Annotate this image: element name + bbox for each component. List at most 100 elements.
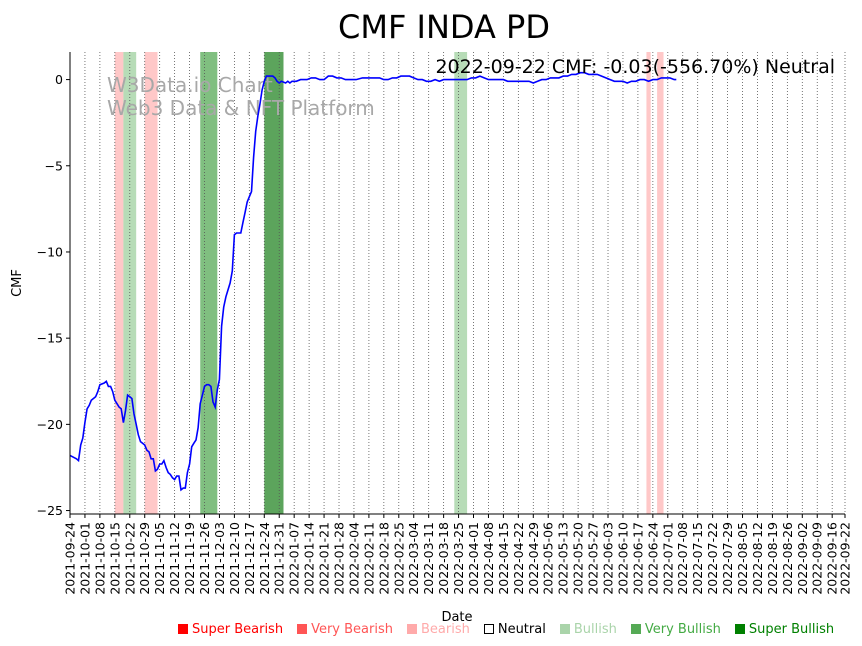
- legend-item-bearish: Bearish: [406, 621, 470, 637]
- x-tick-label-13: 2021-12-24: [257, 522, 272, 595]
- x-axis-ticks: 2021-09-24 2021-10-01 2021-10-08 2021-10-15…: [63, 514, 853, 595]
- watermark-line-1: W3Data.io Chart: [107, 73, 273, 97]
- x-tick-label-32: 2022-05-06: [541, 522, 556, 595]
- x-tick-label-19: 2022-02-04: [346, 522, 361, 595]
- legend-item-very-bearish: Very Bearish: [297, 622, 393, 637]
- x-tick-label-36: 2022-06-03: [601, 522, 616, 595]
- x-tick-label-39: 2022-06-24: [645, 522, 660, 595]
- x-tick-label-34: 2022-05-20: [571, 522, 586, 595]
- x-tick-label-33: 2022-05-13: [556, 522, 571, 595]
- band-very-bullish-3: [200, 52, 218, 514]
- x-tick-label-16: 2022-01-14: [302, 522, 317, 595]
- x-tick-label-5: 2021-10-29: [137, 522, 152, 595]
- y-tick-label-1: −5: [45, 158, 63, 173]
- x-tick-label-30: 2022-04-22: [511, 522, 526, 595]
- legend-swatch-icon: [630, 624, 641, 634]
- cmf-series-line: [69, 71, 677, 492]
- y-tick-label-3: −15: [37, 331, 63, 346]
- legend-label: Super Bearish: [192, 621, 284, 637]
- x-tick-label-27: 2022-04-01: [466, 522, 481, 595]
- x-tick-label-46: 2022-08-12: [750, 522, 765, 595]
- x-tick-label-0: 2021-09-24: [63, 522, 78, 595]
- x-tick-label-37: 2022-06-10: [615, 522, 630, 595]
- x-tick-label-41: 2022-07-08: [675, 522, 690, 595]
- legend-swatch-icon: [297, 624, 308, 634]
- legend-swatch-icon: [178, 624, 188, 634]
- x-tick-label-38: 2022-06-17: [630, 522, 645, 595]
- y-tick-label-0: 0: [55, 72, 63, 87]
- y-tick-label-5: −25: [37, 503, 63, 518]
- band-super-bullish-4: [264, 52, 284, 514]
- x-tick-label-28: 2022-04-08: [481, 522, 496, 595]
- x-tick-label-26: 2022-03-25: [451, 522, 466, 595]
- x-tick-label-22: 2022-02-25: [391, 522, 406, 595]
- band-bullish-5: [454, 52, 468, 514]
- x-tick-label-40: 2022-07-01: [660, 522, 675, 595]
- legend-label: Very Bearish: [311, 621, 393, 637]
- legend-label: Very Bullish: [644, 621, 721, 637]
- legend-swatch-icon: [734, 624, 745, 634]
- y-axis-label: CMF: [10, 269, 25, 297]
- x-tick-label-4: 2021-10-22: [122, 522, 137, 595]
- x-tick-label-47: 2022-08-19: [765, 522, 780, 595]
- x-tick-label-15: 2022-01-07: [287, 522, 302, 595]
- x-tick-label-12: 2021-12-17: [242, 522, 257, 595]
- x-tick-label-44: 2022-07-29: [720, 522, 735, 595]
- x-axis-label: Date: [441, 610, 472, 625]
- sentiment-legend: Super Bearish Very Bearish Bearish Neutral B…: [178, 620, 848, 638]
- y-tick-label-4: −20: [37, 417, 63, 432]
- x-tick-label-51: 2022-09-16: [825, 522, 840, 595]
- band-bearish-2: [144, 52, 158, 514]
- legend-item-neutral: Neutral: [483, 621, 546, 637]
- band-bearish-7: [657, 52, 664, 514]
- legend-swatch-icon: [559, 624, 570, 634]
- legend-label: Bearish: [420, 621, 470, 637]
- x-tick-label-49: 2022-09-02: [795, 522, 810, 595]
- x-tick-label-10: 2021-12-03: [212, 522, 227, 595]
- x-tick-label-25: 2022-03-18: [436, 522, 451, 595]
- x-tick-label-35: 2022-05-27: [586, 522, 601, 595]
- x-tick-label-31: 2022-04-29: [526, 522, 541, 595]
- y-axis-ticks: 0 −5 −10 −15 −20 −25: [37, 72, 70, 518]
- legend-item-bullish: Bullish: [559, 621, 617, 637]
- x-tick-label-43: 2022-07-22: [705, 522, 720, 595]
- x-tick-label-2: 2021-10-08: [92, 522, 107, 595]
- legend-item-very-bullish: Very Bullish: [630, 621, 721, 637]
- x-tick-label-7: 2021-11-12: [167, 522, 182, 595]
- x-tick-label-8: 2021-11-19: [182, 522, 197, 595]
- chart-annotation: 2022-09-22 CMF: -0.03(-556.70%) Neutral: [435, 56, 835, 78]
- legend-item-super-bullish: Super Bullish: [734, 621, 835, 637]
- x-tick-label-21: 2022-02-18: [376, 522, 391, 595]
- x-tick-label-14: 2021-12-31: [272, 522, 287, 595]
- x-tick-label-50: 2022-09-09: [810, 522, 825, 595]
- chart-title: CMF INDA PD: [338, 8, 550, 46]
- legend-swatch-icon: [483, 624, 494, 634]
- y-tick-label-2: −10: [37, 244, 63, 259]
- watermark-line-2: Web3 Data & NFT Platform: [107, 96, 375, 120]
- x-tick-label-11: 2021-12-10: [227, 522, 242, 595]
- x-tick-label-20: 2022-02-11: [361, 522, 376, 595]
- x-tick-label-3: 2021-10-15: [107, 522, 122, 595]
- x-tick-label-18: 2022-01-28: [332, 522, 347, 595]
- x-tick-label-52: 2022-09-22: [838, 522, 853, 595]
- sentiment-bands: [114, 52, 664, 514]
- legend-label: Super Bullish: [748, 621, 835, 637]
- x-tick-label-45: 2022-08-05: [735, 522, 750, 595]
- x-tick-label-42: 2022-07-15: [690, 522, 705, 595]
- x-tick-label-1: 2021-10-01: [77, 522, 92, 595]
- x-tick-label-17: 2022-01-21: [317, 522, 332, 595]
- legend-label: Neutral: [497, 621, 546, 637]
- legend-swatch-icon: [406, 624, 417, 634]
- x-tick-label-9: 2021-11-26: [197, 522, 212, 595]
- band-bearish-6: [646, 52, 651, 514]
- legend-item-super-bearish: Super Bearish: [178, 622, 283, 637]
- x-tick-label-6: 2021-11-05: [152, 522, 167, 595]
- x-tick-label-48: 2022-08-26: [780, 522, 795, 595]
- x-tick-label-23: 2022-03-04: [406, 522, 421, 595]
- x-tick-label-29: 2022-04-15: [496, 522, 511, 595]
- legend-label: Bullish: [573, 621, 617, 637]
- band-bearish-0: [114, 52, 124, 514]
- vertical-gridlines: [69, 52, 846, 514]
- x-tick-label-24: 2022-03-11: [421, 522, 436, 595]
